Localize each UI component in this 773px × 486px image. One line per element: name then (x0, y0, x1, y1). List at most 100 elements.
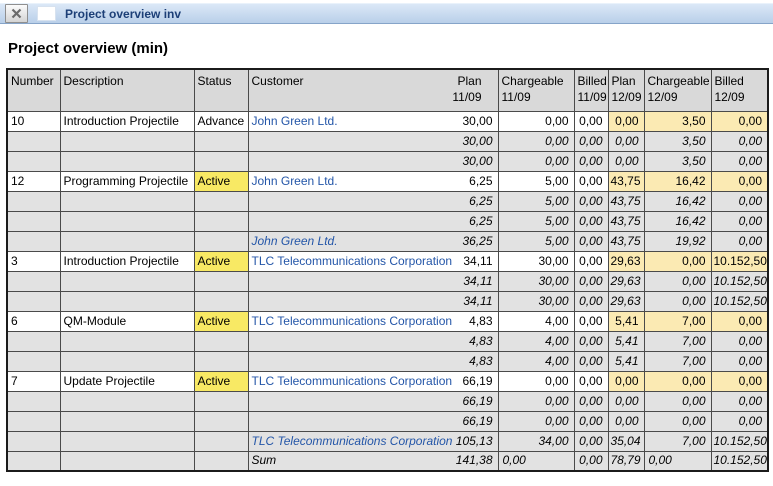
cell-plan2: 5,41 (607, 350, 645, 372)
cell-billed2: 0,00 (710, 230, 769, 252)
cell-customer (247, 150, 429, 172)
cell-chargeable2: 0,00 (643, 390, 712, 412)
table-row-sub: 30,00 0,00 0,00 0,00 3,50 0,00 (6, 150, 769, 172)
cell-number (6, 190, 61, 212)
cell-plan2: 0,00 (607, 130, 645, 152)
cell-customer: John Green Ltd. (247, 170, 429, 192)
cell-plan1: 6,25 (429, 210, 499, 232)
cell-number (6, 390, 61, 412)
cell-chargeable2: 7,00 (643, 330, 712, 352)
cell-plan2: 43,75 (607, 190, 645, 212)
cell-number: 6 (6, 310, 61, 332)
close-button[interactable] (5, 4, 28, 23)
window-title: Project overview inv (65, 6, 182, 21)
table-row-total: TLC Telecommunications Corporation 105,13… (6, 430, 769, 452)
cell-description (59, 430, 195, 452)
cell-billed1: 0,00 (573, 150, 609, 172)
cell-customer (247, 290, 429, 312)
cell-number: 10 (6, 110, 61, 132)
cell-chargeable1: 34,00 (497, 430, 575, 452)
cell-billed2: 0,00 (710, 330, 769, 352)
cell-plan1: 4,83 (429, 310, 499, 332)
cell-status (193, 190, 249, 212)
cell-chargeable1: 0,00 (497, 450, 575, 472)
customer-link[interactable]: TLC Telecommunications Corporation (251, 373, 453, 388)
cell-billed1: 0,00 (573, 310, 609, 332)
cell-plan1: 66,19 (429, 410, 499, 432)
cell-description: Introduction Projectile (59, 250, 195, 272)
cell-chargeable1: 4,00 (497, 310, 575, 332)
cell-chargeable2: 0,00 (643, 450, 712, 472)
column-header-plan1: Plan 11/09 (429, 68, 499, 112)
cell-billed2: 10.152,50 (710, 290, 769, 312)
column-header-period: 11/09 (452, 90, 482, 104)
table-row-main: 7 Update Projectile Active TLC Telecommunic… (6, 370, 769, 392)
cell-number (6, 430, 61, 452)
column-header-customer: Customer (247, 68, 429, 112)
cell-plan1: 105,13 (429, 430, 499, 452)
cell-status (193, 390, 249, 412)
cell-billed2: 0,00 (710, 210, 769, 232)
customer-link[interactable]: TLC Telecommunications Corporation (251, 253, 453, 268)
cell-description (59, 130, 195, 152)
sum-label: Sum (247, 450, 429, 472)
column-header-period: 12/09 (647, 90, 678, 104)
cell-chargeable2: 3,50 (643, 110, 712, 132)
document-icon[interactable] (37, 6, 56, 21)
cell-status (193, 130, 249, 152)
cell-customer (247, 330, 429, 352)
cell-chargeable2: 19,92 (643, 230, 712, 252)
cell-status-active: Active (193, 250, 249, 272)
cell-plan2: 78,79 (607, 450, 645, 472)
cell-billed2: 10.152,50 (710, 430, 769, 452)
cell-billed1: 0,00 (573, 230, 609, 252)
cell-status (193, 410, 249, 432)
cell-number (6, 230, 61, 252)
customer-link[interactable]: John Green Ltd. (251, 113, 338, 128)
cell-plan1: 66,19 (429, 390, 499, 412)
cell-customer (247, 350, 429, 372)
cell-chargeable2: 0,00 (643, 410, 712, 432)
table-header: Number Description Status Customer Plan 11/09… (6, 68, 769, 112)
cell-billed1: 0,00 (573, 270, 609, 292)
cell-chargeable2: 0,00 (643, 370, 712, 392)
cell-status-active: Active (193, 170, 249, 192)
column-header-plan2: Plan 12/09 (607, 68, 645, 112)
cell-chargeable2: 3,50 (643, 150, 712, 172)
cell-customer (247, 210, 429, 232)
cell-customer (247, 410, 429, 432)
cell-chargeable1: 0,00 (497, 370, 575, 392)
table-row-main: 10 Introduction Projectile Advance John Gre… (6, 110, 769, 132)
cell-status-active: Active (193, 370, 249, 392)
cell-status (193, 450, 249, 472)
cell-customer: John Green Ltd. (247, 110, 429, 132)
column-header-label: Number (11, 74, 54, 88)
cell-customer (247, 190, 429, 212)
cell-chargeable2: 16,42 (643, 210, 712, 232)
cell-status (193, 230, 249, 252)
column-header-number: Number (6, 68, 61, 112)
cell-number: 7 (6, 370, 61, 392)
cell-plan1: 4,83 (429, 330, 499, 352)
customer-link[interactable]: TLC Telecommunications Corporation (251, 313, 453, 328)
customer-link[interactable]: John Green Ltd. (251, 173, 338, 188)
cell-chargeable1: 0,00 (497, 150, 575, 172)
cell-status (193, 350, 249, 372)
cell-description (59, 210, 195, 232)
cell-chargeable1: 0,00 (497, 390, 575, 412)
cell-status (193, 290, 249, 312)
cell-chargeable2: 16,42 (643, 170, 712, 192)
cell-billed1: 0,00 (573, 450, 609, 472)
cell-chargeable1: 4,00 (497, 350, 575, 372)
cell-billed1: 0,00 (573, 370, 609, 392)
column-header-billed1: Billed 11/09 (573, 68, 609, 112)
cell-billed2: 0,00 (710, 190, 769, 212)
cell-billed2: 10.152,50 (710, 250, 769, 272)
column-header-label: Chargeable (647, 74, 710, 88)
cell-billed1: 0,00 (573, 410, 609, 432)
cell-status (193, 330, 249, 352)
cell-billed1: 0,00 (573, 430, 609, 452)
cell-billed2: 10.152,50 (710, 450, 769, 472)
cell-description (59, 290, 195, 312)
page-title: Project overview (min) (8, 40, 169, 57)
